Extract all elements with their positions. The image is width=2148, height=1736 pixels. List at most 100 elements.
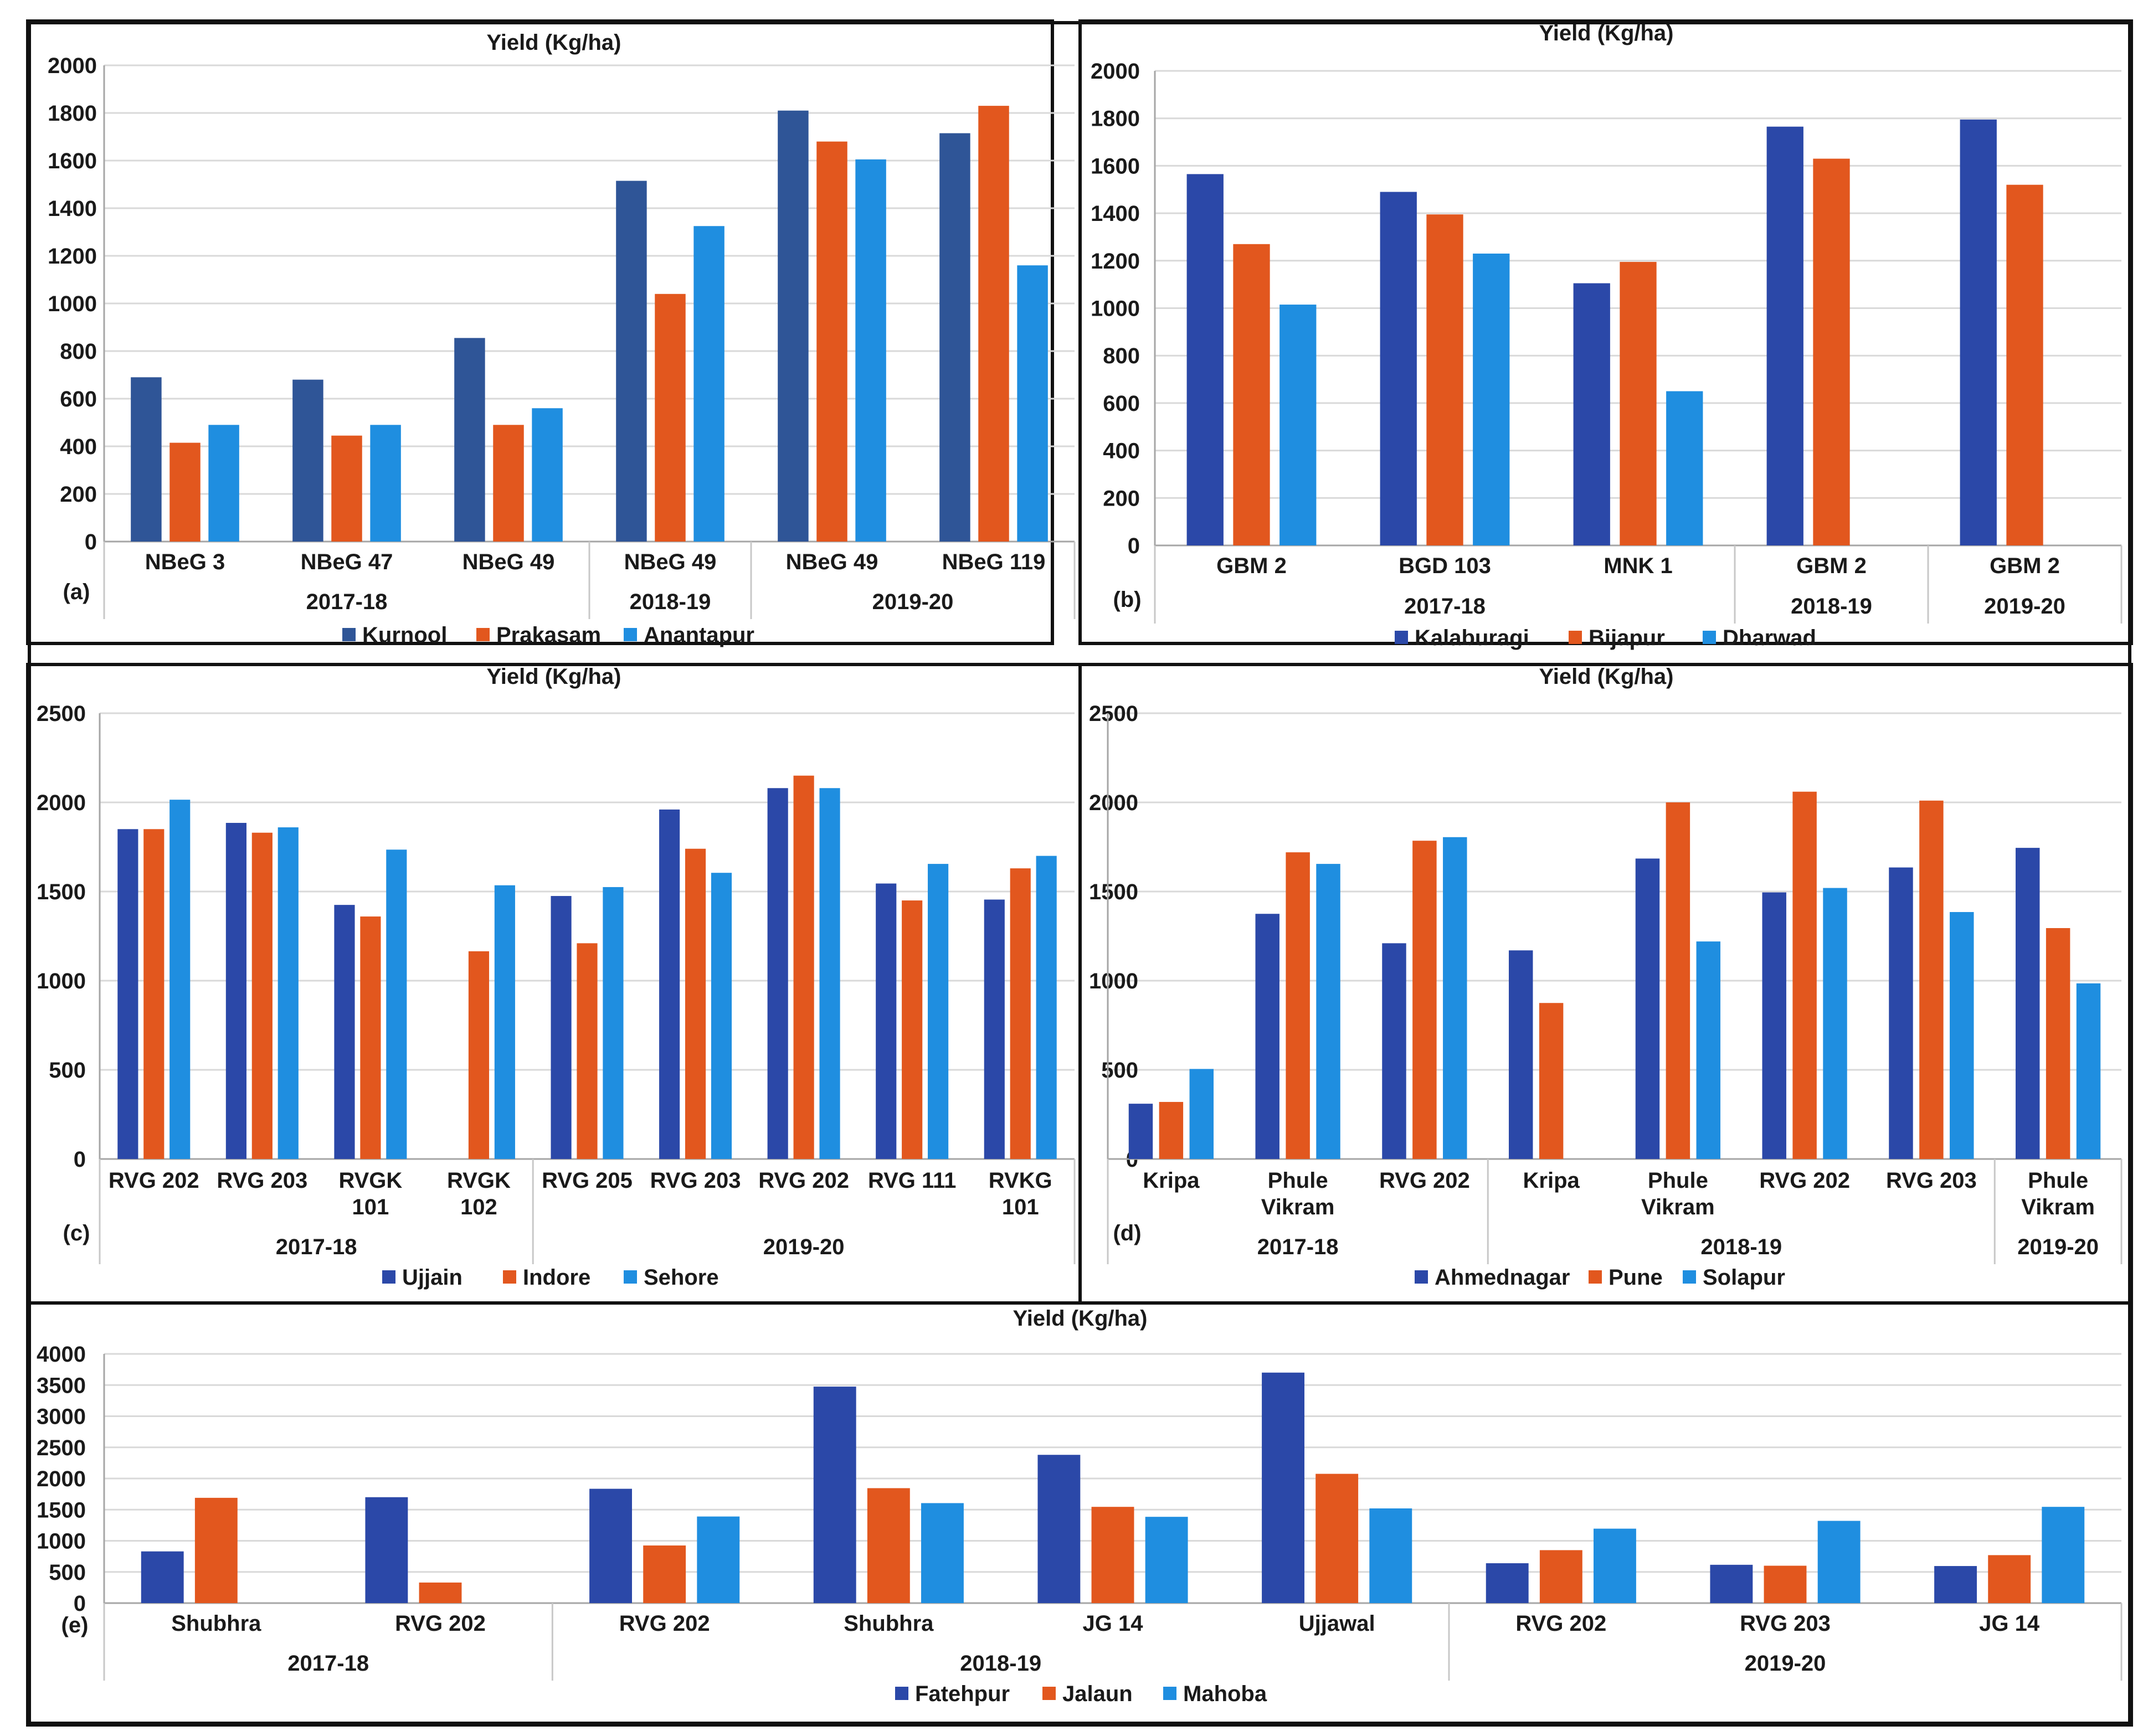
category-label: 101 <box>1002 1195 1039 1219</box>
bar-dharwad-1 <box>1279 305 1317 545</box>
bar-indore-3 <box>360 916 381 1159</box>
group-label: 2018-19 <box>1791 594 1872 619</box>
bar-bijapur-3 <box>1620 261 1657 545</box>
category-label: GBM 2 <box>1990 554 2060 578</box>
bar-fatehpur-4 <box>813 1387 856 1603</box>
bar-sehore-7 <box>819 788 840 1159</box>
chart-title: Yield (Kg/ha) <box>1539 21 1674 45</box>
category-label: NBeG 3 <box>145 550 225 574</box>
group-label: 2017-18 <box>306 590 388 614</box>
group-label: 2019-20 <box>872 590 954 614</box>
bar-indore-1 <box>143 829 165 1159</box>
group-label: 2019-20 <box>1745 1651 1826 1676</box>
bar-mahoba-4 <box>921 1503 964 1603</box>
legend-swatch <box>895 1687 908 1700</box>
y-tick-label: 0 <box>85 530 97 554</box>
category-label: RVG 202 <box>1759 1168 1850 1193</box>
legend-swatch <box>1683 1270 1696 1284</box>
y-tick-label: 1600 <box>1091 154 1140 178</box>
y-tick-label: 1000 <box>1091 297 1140 321</box>
legend: Ahmednagar Pune Solapur <box>1415 1265 1785 1290</box>
y-tick-label: 1000 <box>37 969 86 993</box>
category-label: RVG 203 <box>650 1168 741 1193</box>
chart-title: Yield (Kg/ha) <box>487 30 621 55</box>
bar-ujjain-6 <box>659 809 680 1159</box>
bar-mahoba-6 <box>1369 1508 1412 1603</box>
bar-prakasam-5 <box>816 141 847 542</box>
chart-c: 0 500 1000 1500 2000 2500 Yield (Kg/ha) RVG 202… <box>26 663 1082 1305</box>
bar-sehore-2 <box>278 827 299 1159</box>
legend-swatch <box>1589 1270 1602 1284</box>
legend-label: Bijapur <box>1589 626 1665 650</box>
category-label: NBeG 47 <box>301 550 393 574</box>
category-label: Phule <box>1268 1168 1328 1193</box>
y-tick-label: 500 <box>1101 1058 1138 1083</box>
category-label: RVG 202 <box>1515 1611 1606 1636</box>
bar-indore-7 <box>793 775 814 1159</box>
bar-anantapur-2 <box>370 425 401 542</box>
bar-ujjain-2 <box>225 823 246 1159</box>
y-tick-label: 1200 <box>48 244 97 269</box>
category-label: MNK 1 <box>1604 554 1672 578</box>
bar-prakasam-3 <box>493 425 524 542</box>
legend-swatch <box>503 1270 516 1284</box>
category-label: RVG 203 <box>217 1168 307 1193</box>
y-tick-label: 500 <box>49 1058 86 1083</box>
legend-swatch <box>624 628 637 641</box>
bar-anantapur-1 <box>208 425 239 542</box>
bar-ujjain-9 <box>984 899 1005 1159</box>
category-label: NBeG 49 <box>463 550 555 574</box>
y-tick-label: 2000 <box>1089 791 1138 815</box>
y-tick-label: 400 <box>60 435 97 459</box>
bar-pune-4 <box>1539 1003 1564 1159</box>
category-label: RVG 203 <box>1740 1611 1831 1636</box>
bar-jalaun-1 <box>194 1497 238 1603</box>
bar-jalaun-4 <box>867 1488 910 1603</box>
y-tick-label: 200 <box>1103 486 1140 511</box>
category-label: NBeG 119 <box>942 550 1046 574</box>
bar-indore-9 <box>1010 868 1031 1159</box>
chart-a: 0 200 400 600 800 1000 1200 1400 1600 1800 2000 Yie… <box>26 19 1076 647</box>
bar-pune-2 <box>1286 852 1310 1159</box>
bar-mahoba-8 <box>1817 1521 1861 1603</box>
legend-label: Ahmednagar <box>1435 1265 1570 1290</box>
bar-ahmednagar-8 <box>2015 848 2040 1159</box>
legend-label: Kalaburagi <box>1415 626 1529 650</box>
bar-ahmednagar-5 <box>1635 858 1660 1159</box>
category-label: RVGK <box>447 1168 511 1193</box>
category-label: 102 <box>460 1195 497 1219</box>
bar-ahmednagar-3 <box>1382 943 1406 1159</box>
y-tick-label: 2500 <box>37 1436 86 1460</box>
bar-ujjain-8 <box>876 883 897 1159</box>
bar-ujjain-5 <box>551 896 572 1159</box>
category-label: RVG 202 <box>758 1168 849 1193</box>
y-tick-label: 1600 <box>48 149 97 173</box>
legend: Kurnool Prakasam Anantapur <box>342 623 754 647</box>
legend-swatch <box>1703 631 1716 644</box>
legend-swatch <box>1395 631 1408 644</box>
y-tick-label: 1800 <box>1091 107 1140 131</box>
group-label: 2018-19 <box>1700 1235 1782 1259</box>
bar-pune-8 <box>2046 928 2070 1159</box>
chart-title: Yield (Kg/ha) <box>1013 1306 1148 1331</box>
bar-solapur-3 <box>1443 837 1467 1159</box>
bar-pune-1 <box>1159 1101 1184 1159</box>
bar-jalaun-3 <box>643 1545 686 1603</box>
legend: Kalaburagi Bijapur Dharwad <box>1395 626 1816 650</box>
y-tick-label: 1400 <box>1091 202 1140 226</box>
legend: Ujjain Indore Sehore <box>382 1265 719 1290</box>
bar-pune-3 <box>1412 841 1437 1159</box>
panel-label: (e) <box>61 1613 89 1637</box>
bar-indore-2 <box>251 832 273 1159</box>
y-tick-label: 800 <box>1103 344 1140 368</box>
bar-ahmednagar-4 <box>1508 950 1533 1159</box>
legend-swatch <box>476 628 490 641</box>
bar-mahoba-9 <box>2042 1507 2085 1603</box>
legend-swatch <box>1042 1687 1056 1700</box>
chart-title: Yield (Kg/ha) <box>1539 664 1674 689</box>
panel-frame-a <box>26 19 1054 645</box>
legend-swatch <box>1163 1687 1176 1700</box>
legend-swatch <box>382 1270 395 1284</box>
